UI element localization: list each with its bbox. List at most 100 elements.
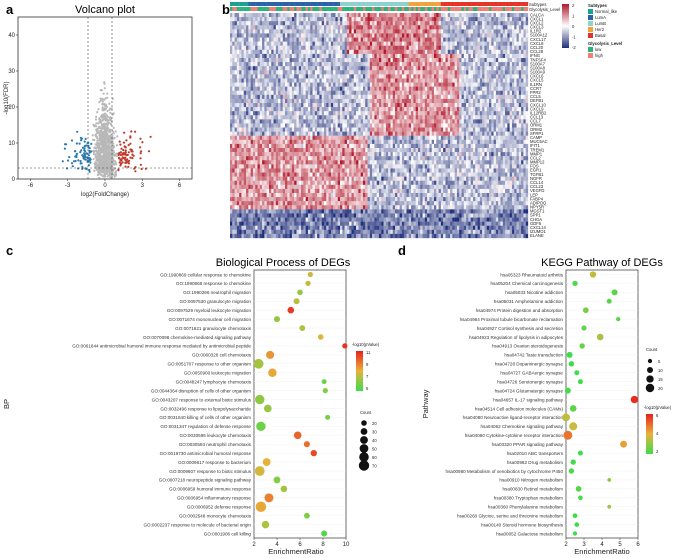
heatmap-cell	[498, 45, 501, 50]
heatmap-cell	[431, 70, 435, 75]
heatmap-cell	[358, 66, 361, 71]
subtype-track-cell	[521, 2, 524, 6]
glycolysis-track-cell	[305, 7, 309, 11]
heatmap-cell	[275, 37, 279, 42]
heatmap-cell	[337, 49, 341, 55]
heatmap-cell	[365, 66, 368, 71]
heatmap-cell	[445, 82, 448, 87]
heatmap-cell	[312, 21, 315, 26]
heatmap-cell	[372, 115, 375, 120]
heatmap-cell	[266, 86, 270, 91]
glycolysis-track-cell	[362, 7, 366, 11]
heatmap-cell	[294, 45, 297, 50]
heatmap-cell	[340, 103, 343, 108]
heatmap-cell	[401, 98, 405, 104]
heatmap-cell	[397, 53, 400, 59]
heatmap-cell	[401, 123, 405, 128]
heatmap-cell	[516, 115, 519, 120]
heatmap-cell	[278, 98, 281, 104]
heatmap-cell	[429, 41, 432, 46]
heatmap-cell	[259, 78, 263, 83]
heatmap-cell	[486, 62, 490, 67]
heatmap-cell	[301, 29, 304, 34]
heatmap-cell	[362, 49, 366, 55]
heatmap-cell	[468, 94, 471, 100]
heatmap-cell	[330, 62, 334, 67]
heatmap-cell	[257, 41, 260, 46]
heatmap-cell	[507, 17, 510, 22]
volcano-point-ns	[101, 100, 104, 103]
heatmap-cell	[232, 94, 235, 100]
heatmap-cell	[278, 66, 281, 71]
subtype-track-cell	[280, 2, 283, 6]
heatmap-cell	[285, 13, 288, 18]
subtype-track-cell	[385, 2, 389, 6]
heatmap-cell	[344, 86, 348, 91]
heatmap-cell	[243, 49, 247, 55]
heatmap-cell	[507, 25, 510, 30]
heatmap-cell	[321, 49, 325, 55]
heatmap-cell	[477, 119, 481, 124]
heatmap-cell	[397, 119, 400, 124]
heatmap-cell	[289, 119, 293, 124]
heatmap-cell	[479, 123, 483, 128]
heatmap-cell	[239, 115, 242, 120]
subtype-track-cell	[271, 2, 274, 6]
heatmap-cell	[450, 66, 453, 71]
heatmap-cell	[424, 45, 428, 50]
heatmap-cell	[514, 45, 517, 50]
volcano-point-ns	[103, 173, 106, 176]
heatmap-cell	[305, 25, 309, 30]
heatmap-cell	[365, 41, 368, 46]
heatmap-cell	[234, 123, 238, 128]
heatmap-cell	[323, 70, 327, 75]
volcano-point-up	[120, 162, 123, 165]
heatmap-cell	[257, 94, 260, 100]
heatmap-cell	[236, 70, 240, 75]
heatmap-cell	[252, 45, 256, 50]
heatmap-cell	[353, 103, 357, 108]
heatmap-cell	[346, 103, 350, 108]
heatmap-cell	[454, 58, 458, 63]
heatmap-cell	[472, 21, 476, 26]
heatmap-cell	[367, 49, 370, 55]
heatmap-cell	[472, 17, 476, 22]
heatmap-cell	[477, 111, 481, 116]
heatmap-cell	[298, 103, 302, 108]
heatmap-cell	[367, 13, 370, 18]
heatmap-cell	[335, 33, 338, 38]
heatmap-cell	[317, 13, 320, 18]
heatmap-cell	[420, 21, 423, 26]
heatmap-cell	[358, 107, 361, 112]
heatmap-cell	[415, 98, 419, 104]
heatmap-cell	[486, 17, 490, 22]
heatmap-cell	[351, 45, 354, 50]
heatmap-cell	[495, 62, 499, 67]
heatmap-cell	[301, 21, 304, 26]
heatmap-cell	[241, 86, 244, 91]
heatmap-cell	[385, 13, 389, 18]
heatmap-cell	[230, 25, 233, 30]
heatmap-cell	[360, 94, 364, 100]
heatmap-cell	[523, 37, 526, 42]
heatmap-cell	[498, 115, 501, 120]
heatmap-cell	[243, 98, 247, 104]
volcano-point-ns	[109, 116, 112, 119]
heatmap-cell	[275, 119, 279, 124]
heatmap-cell	[395, 103, 398, 108]
heatmap-cell	[346, 90, 350, 95]
heatmap-cell	[312, 123, 315, 128]
heatmap-cell	[390, 107, 393, 112]
heatmap-cell	[413, 74, 416, 79]
heatmap-cell	[454, 62, 458, 67]
heatmap-cell	[333, 62, 336, 67]
heatmap-cell	[236, 58, 240, 63]
heatmap-cell	[429, 62, 432, 67]
heatmap-cell	[404, 17, 407, 22]
heatmap-cell	[518, 49, 522, 55]
heatmap-cell	[349, 123, 352, 128]
heatmap-cell	[482, 74, 485, 79]
heatmap-cell	[307, 37, 311, 42]
heatmap-cell	[440, 58, 444, 63]
heatmap-cell	[436, 17, 439, 22]
